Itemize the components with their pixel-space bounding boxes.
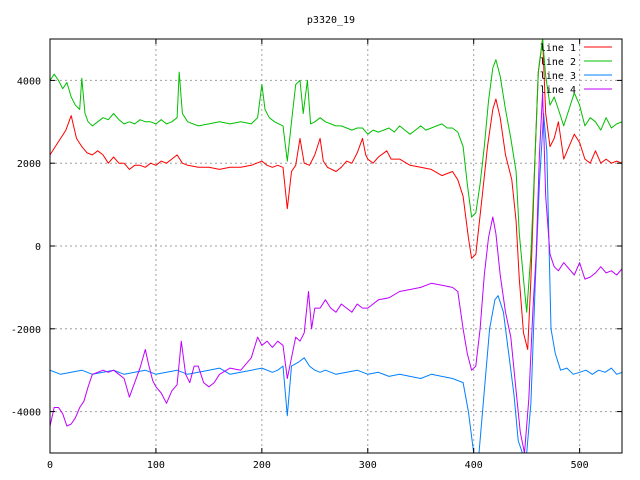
series-line-1: [50, 39, 622, 350]
legend-label-1: line 1: [540, 43, 576, 54]
y-tick-label: 4000: [17, 76, 41, 87]
x-tick-label: 300: [359, 460, 377, 471]
legend-label-2: line 2: [540, 57, 576, 68]
x-tick-label: 0: [47, 460, 53, 471]
y-tick-label: -2000: [11, 325, 41, 336]
y-tick-label: -4000: [11, 408, 41, 419]
x-tick-label: 200: [253, 460, 271, 471]
legend-label-4: line 4: [540, 85, 576, 96]
series-line-3: [50, 113, 622, 453]
y-tick-label: 2000: [17, 159, 41, 170]
legend: line 1 line 2 line 3 line 4: [540, 43, 612, 96]
series-line-4: [50, 92, 622, 453]
legend-label-3: line 3: [540, 71, 576, 82]
series-group: [50, 39, 622, 453]
x-tick-label: 400: [465, 460, 483, 471]
y-tick-label: 0: [35, 242, 41, 253]
x-tick-label: 500: [571, 460, 589, 471]
grid-lines: [49, 39, 622, 453]
series-line-2: [50, 39, 622, 313]
x-tick-label: 100: [147, 460, 165, 471]
chart-title: p3320_19: [307, 15, 355, 26]
axis-ticks: 0 100 200 300 400 500 -4000 -2000 0 2000 4000: [11, 39, 622, 471]
